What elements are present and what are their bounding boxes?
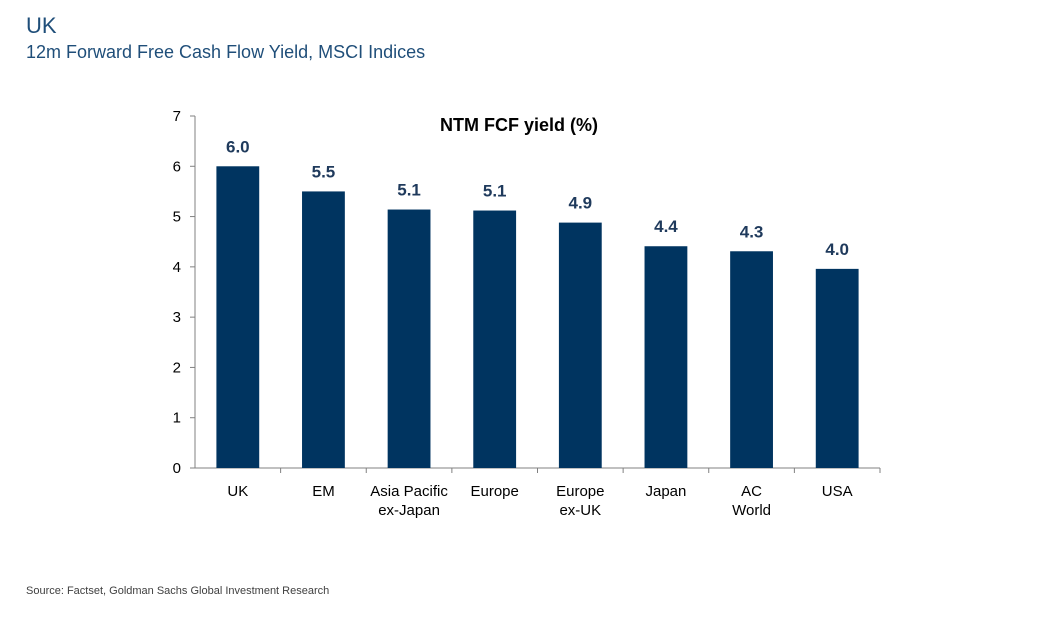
- category-label-line: Europe: [471, 483, 519, 500]
- bar: [815, 268, 859, 468]
- data-label: 6.0: [226, 137, 250, 156]
- data-label: 4.0: [825, 240, 849, 259]
- y-tick-label: 6: [173, 158, 181, 175]
- bar: [473, 210, 517, 468]
- category-label-line: AC: [741, 483, 762, 500]
- category-label-line: ex-Japan: [378, 502, 440, 519]
- category-label: USA: [822, 483, 853, 500]
- y-tick-label: 7: [173, 108, 181, 125]
- bar: [216, 166, 260, 469]
- category-label-line: Japan: [646, 483, 687, 500]
- data-label: 4.4: [654, 217, 678, 236]
- category-label-line: World: [732, 502, 771, 519]
- page-title: UK: [26, 13, 57, 38]
- category-label-line: USA: [822, 483, 853, 500]
- bar: [302, 191, 345, 468]
- chart-title: NTM FCF yield (%): [440, 115, 598, 135]
- data-label: 5.1: [483, 182, 507, 201]
- category-label: EM: [312, 483, 335, 500]
- bar: [730, 251, 773, 468]
- y-tick-label: 1: [173, 410, 181, 427]
- page-subtitle: 12m Forward Free Cash Flow Yield, MSCI I…: [26, 42, 426, 62]
- data-label: 5.1: [397, 181, 421, 200]
- x-axis: UK EM Asia Pacific ex-Japan Europe Europe ex-U…: [227, 468, 881, 519]
- category-label-line: UK: [227, 483, 248, 500]
- y-tick-label: 5: [173, 209, 181, 226]
- data-label: 4.9: [568, 194, 592, 213]
- category-label: UK: [227, 483, 248, 500]
- y-tick-label: 0: [173, 460, 181, 477]
- category-label-line: Europe: [556, 483, 604, 500]
- category-label-line: Asia Pacific: [370, 483, 448, 500]
- y-tick-label: 4: [173, 259, 181, 276]
- source-note: Source: Factset, Goldman Sachs Global In…: [26, 585, 330, 597]
- data-labels: 6.0 5.5 5.1 5.1 4.9 4.4 4.3 4.0: [226, 137, 849, 259]
- category-label-line: ex-UK: [559, 502, 601, 519]
- category-label: Japan: [646, 483, 687, 500]
- category-label: Asia Pacific ex-Japan: [370, 483, 448, 519]
- y-tick-label: 3: [173, 309, 181, 326]
- category-label: AC World: [732, 483, 771, 519]
- bar: [558, 222, 602, 468]
- data-label: 4.3: [740, 222, 764, 241]
- bar: [387, 209, 431, 468]
- y-tick-label: 2: [173, 359, 181, 376]
- category-label: Europe: [471, 483, 519, 500]
- category-label: Europe ex-UK: [556, 483, 604, 519]
- bar: [644, 246, 688, 468]
- category-label-line: EM: [312, 483, 335, 500]
- bars: [216, 166, 859, 469]
- y-axis: 0 1 2 3 4 5 6 7: [173, 108, 195, 477]
- data-label: 5.5: [312, 162, 336, 181]
